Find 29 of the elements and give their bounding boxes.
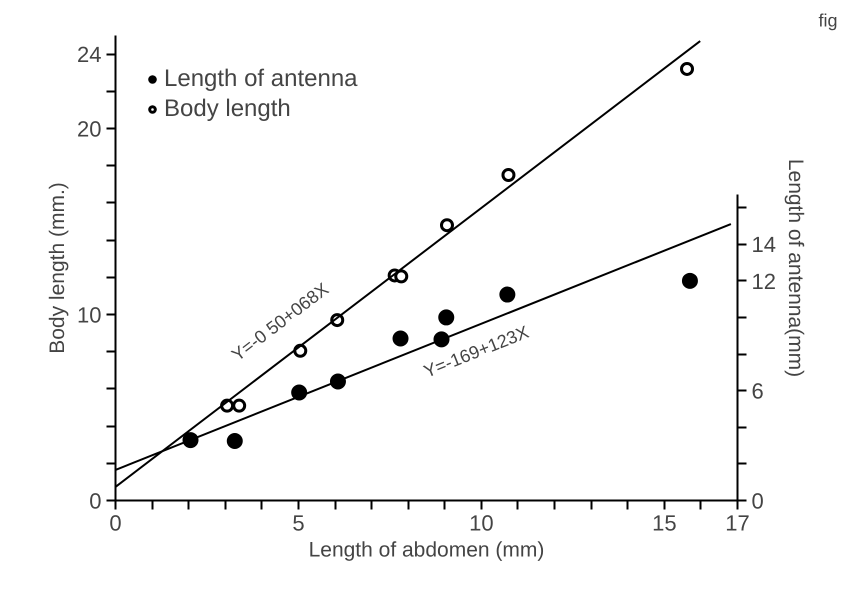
y2-tick-label: 0 [752, 488, 764, 514]
y-axis-title: Body length (mm.) [46, 182, 70, 354]
point [394, 269, 408, 284]
x-tick-label: 5 [292, 510, 305, 536]
point [232, 398, 246, 413]
point [682, 272, 698, 289]
y-tick-label: 0 [89, 488, 102, 514]
y-tick-label: 24 [77, 42, 102, 68]
x-axis-title: Length of abdomen (mm) [308, 538, 544, 562]
legend-label: Length of antenna [164, 65, 358, 93]
x-tick-label: 15 [652, 510, 677, 536]
x-tick-label: 0 [109, 510, 122, 536]
legend-label: Body length [164, 95, 291, 123]
point [440, 218, 454, 232]
point [438, 309, 454, 326]
y-tick-label: 10 [77, 302, 102, 328]
y2-tick-label: 12 [752, 268, 776, 294]
point [226, 433, 243, 449]
point [499, 286, 516, 303]
x-tick-label: 17 [725, 510, 750, 536]
text: fig [818, 10, 838, 30]
y2-tick-label: 14 [752, 232, 776, 258]
point [680, 62, 694, 76]
y-tick-label: 20 [77, 116, 102, 142]
point [501, 168, 516, 182]
y2-axis-title: Length of antenna(mm) [784, 158, 807, 378]
point [392, 330, 409, 346]
x-tick-label: 10 [469, 510, 494, 536]
y2-tick-label: 6 [752, 378, 764, 404]
